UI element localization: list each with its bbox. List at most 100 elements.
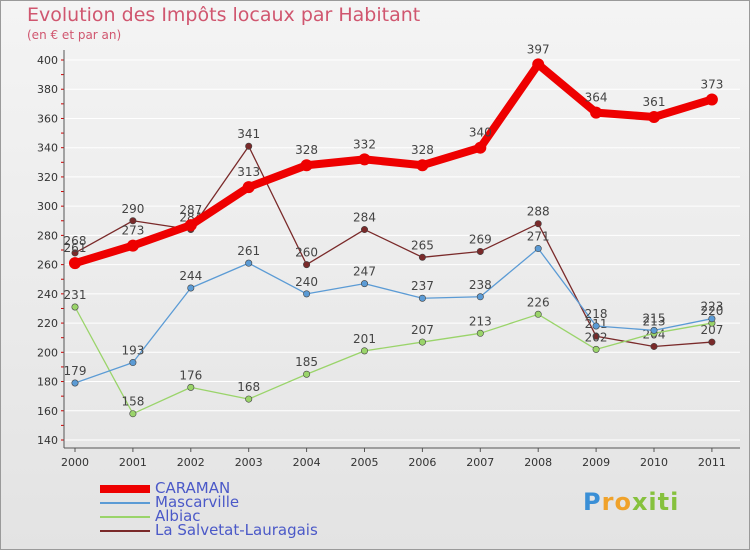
logo-letter: i	[648, 488, 658, 516]
data-point	[242, 181, 255, 194]
x-tick-label: 2000	[61, 456, 89, 469]
data-label: 202	[585, 330, 608, 344]
data-point	[184, 219, 197, 232]
data-point	[592, 332, 600, 340]
legend-label: CARAMAN	[155, 479, 231, 497]
data-label: 179	[64, 364, 87, 378]
legend-label: La Salvetat-Lauragais	[155, 521, 318, 539]
legend-swatch	[100, 516, 150, 518]
data-label: 220	[700, 304, 723, 318]
data-point	[71, 303, 79, 311]
y-tick-label: 140	[37, 434, 58, 447]
data-label: 261	[64, 241, 87, 255]
x-tick-label: 2010	[640, 456, 668, 469]
data-point	[418, 294, 426, 302]
legend-swatch	[100, 502, 150, 504]
logo-letter: x	[631, 488, 649, 516]
x-tick-label: 2003	[235, 456, 263, 469]
y-tick-label: 260	[37, 259, 58, 272]
legend-label: Mascarville	[155, 493, 240, 511]
logo-letter: o	[614, 488, 632, 516]
data-point	[303, 370, 311, 378]
y-tick-label: 240	[37, 288, 58, 301]
data-point	[360, 347, 368, 355]
x-tick-label: 2008	[524, 456, 552, 469]
series-line-1	[74, 247, 713, 384]
x-tick-label: 2009	[582, 456, 610, 469]
y-tick-label: 160	[37, 405, 58, 418]
series-line-0	[71, 60, 716, 268]
y-tick-label: 360	[37, 112, 58, 125]
y-tick-label: 300	[37, 200, 58, 213]
data-label: 201	[353, 332, 376, 346]
logo-letter: r	[601, 488, 615, 516]
data-point	[303, 261, 311, 269]
data-label: 269	[469, 232, 492, 246]
legend-label: Albiac	[155, 507, 201, 525]
data-point	[592, 322, 600, 330]
data-point	[126, 239, 139, 252]
data-label: 265	[411, 238, 434, 252]
data-label: 341	[237, 127, 260, 141]
data-label: 261	[237, 244, 260, 258]
y-tick-label: 180	[37, 376, 58, 389]
data-point	[418, 338, 426, 346]
data-point	[187, 383, 195, 391]
data-label: 215	[643, 311, 666, 325]
data-label: 328	[295, 143, 318, 157]
legend-swatch	[100, 485, 150, 493]
y-tick-label: 380	[37, 83, 58, 96]
logo-letter: i	[670, 488, 680, 516]
data-point	[245, 142, 253, 150]
series-line-2	[74, 306, 713, 415]
data-label: 238	[469, 278, 492, 292]
data-point	[708, 315, 716, 323]
data-point	[129, 410, 137, 418]
data-label: 340	[469, 126, 492, 140]
data-point	[534, 220, 542, 228]
proxiti-logo: Proxiti	[583, 488, 679, 516]
x-tick-label: 2001	[119, 456, 147, 469]
x-tick-label: 2002	[177, 456, 205, 469]
data-point	[71, 379, 79, 387]
data-point	[650, 326, 658, 334]
data-label: 271	[527, 230, 550, 244]
data-label: 364	[585, 91, 608, 105]
x-tick-label: 2007	[466, 456, 494, 469]
data-label: 290	[121, 202, 144, 216]
data-label: 168	[237, 380, 260, 394]
logo-letter: P	[583, 488, 602, 516]
data-label: 247	[353, 265, 376, 279]
data-label: 185	[295, 355, 318, 369]
legend-swatch	[100, 530, 150, 532]
data-point	[300, 159, 313, 172]
data-label: 176	[179, 368, 202, 382]
series-line-3	[74, 145, 713, 348]
y-tick-label: 220	[37, 317, 58, 330]
y-tick-label: 340	[37, 142, 58, 155]
data-point	[187, 284, 195, 292]
data-point	[650, 342, 658, 350]
data-point	[476, 329, 484, 337]
data-point	[474, 141, 487, 154]
data-label: 207	[700, 323, 723, 337]
data-label: 288	[527, 205, 550, 219]
x-tick-label: 2004	[293, 456, 321, 469]
data-label: 237	[411, 279, 434, 293]
data-label: 287	[179, 203, 202, 217]
data-label: 158	[121, 395, 144, 409]
y-tick-label: 400	[37, 54, 58, 67]
data-label: 260	[295, 246, 318, 260]
data-label: 207	[411, 323, 434, 337]
data-point	[358, 153, 371, 166]
data-point	[648, 111, 660, 123]
data-point	[360, 226, 368, 234]
data-point	[245, 259, 253, 267]
data-label: 244	[179, 269, 202, 283]
data-point	[590, 106, 603, 119]
data-label: 223	[700, 300, 723, 314]
data-point	[129, 359, 137, 367]
chart-title: Evolution des Impôts locaux par Habitant	[27, 4, 421, 26]
